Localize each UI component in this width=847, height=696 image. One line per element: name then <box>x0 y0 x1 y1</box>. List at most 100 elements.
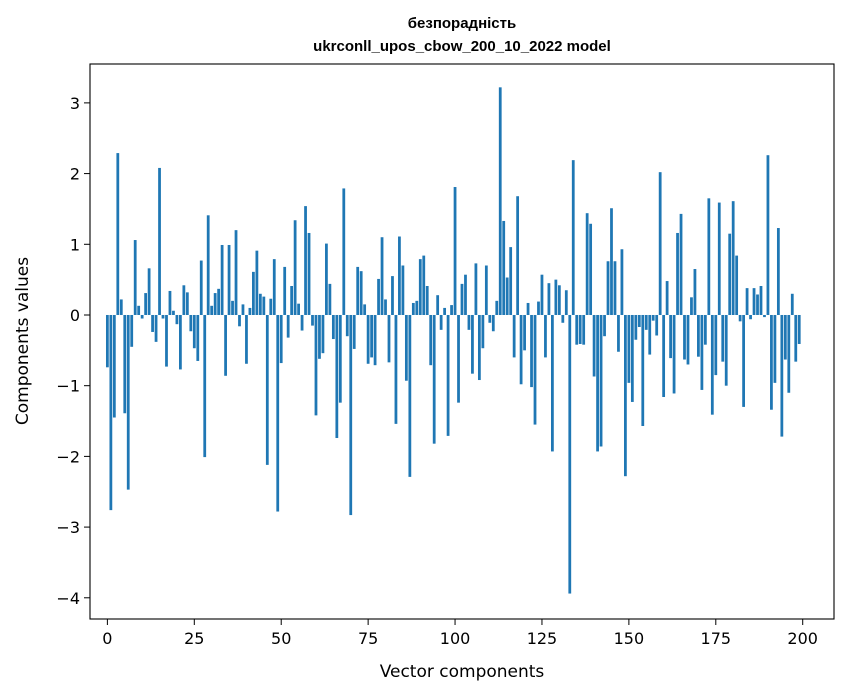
bar <box>592 314 596 377</box>
bar <box>512 314 516 358</box>
bar <box>450 305 453 315</box>
bar <box>265 314 269 465</box>
bar <box>311 314 314 326</box>
bar <box>547 283 551 315</box>
bar <box>418 259 422 315</box>
bar <box>474 263 478 315</box>
bar <box>662 314 666 397</box>
bar <box>359 271 363 315</box>
bar <box>105 314 109 368</box>
bar <box>363 304 367 315</box>
bar <box>119 299 123 315</box>
bar <box>349 314 353 516</box>
bar <box>116 153 120 315</box>
bar <box>620 249 624 315</box>
bar <box>630 314 634 402</box>
bar <box>613 261 617 315</box>
bar <box>158 167 161 315</box>
bar <box>544 314 547 358</box>
x-axis-ticks: 0 25 50 75 100 125 150 175 200 <box>102 619 818 648</box>
bar <box>523 314 526 351</box>
bar <box>707 198 711 315</box>
bar <box>780 314 784 437</box>
bar <box>676 232 679 315</box>
bar <box>686 314 690 365</box>
bar <box>606 261 610 315</box>
bar <box>464 274 467 315</box>
bar <box>477 314 481 381</box>
bar <box>561 314 565 323</box>
bar <box>262 296 266 315</box>
bar <box>144 293 148 315</box>
y-axis-label: Components values <box>13 257 33 425</box>
bar <box>429 314 433 366</box>
bar <box>126 314 130 490</box>
bar <box>258 293 262 315</box>
bar <box>617 314 620 352</box>
bar <box>575 314 579 345</box>
x-tick-label: 150 <box>614 629 645 648</box>
bar <box>603 314 606 337</box>
bar <box>505 277 509 315</box>
x-tick-label: 125 <box>527 629 558 648</box>
bar <box>599 314 603 447</box>
bar <box>220 244 224 315</box>
bar <box>717 202 721 315</box>
bar <box>227 244 231 315</box>
bar <box>318 314 321 359</box>
bar <box>161 314 165 319</box>
bar <box>387 314 391 363</box>
bar <box>304 206 307 315</box>
bar <box>624 314 627 477</box>
bar <box>112 314 116 418</box>
bar <box>133 240 137 315</box>
bar <box>175 314 179 325</box>
bar <box>356 266 360 315</box>
bar <box>335 314 339 439</box>
bar <box>154 314 158 342</box>
bar <box>714 314 718 376</box>
bar <box>783 314 787 360</box>
bar <box>693 269 697 315</box>
bar <box>471 314 474 374</box>
bar <box>728 233 732 315</box>
bar <box>338 314 342 403</box>
bar <box>557 285 561 315</box>
bar <box>634 314 638 340</box>
bar <box>300 314 304 331</box>
bar <box>123 314 127 414</box>
bar <box>495 300 499 315</box>
bar <box>655 314 659 336</box>
bar <box>342 188 346 315</box>
x-tick-label: 200 <box>787 629 818 648</box>
bar-series <box>105 87 801 594</box>
bar <box>234 230 238 315</box>
bar <box>724 314 728 386</box>
bar <box>658 172 662 315</box>
bar <box>140 314 144 319</box>
bar <box>238 314 241 327</box>
bar <box>422 255 426 315</box>
bar <box>147 268 151 315</box>
bar <box>787 314 791 393</box>
bar <box>196 314 200 361</box>
bar <box>644 314 648 330</box>
bar <box>185 292 189 315</box>
bar <box>352 314 356 349</box>
bar <box>669 314 672 359</box>
bar <box>766 155 770 315</box>
bar <box>366 314 370 364</box>
bar <box>710 314 714 415</box>
bar <box>627 314 631 383</box>
bar <box>752 288 756 315</box>
bar <box>457 314 460 403</box>
bar <box>432 314 436 444</box>
bar <box>370 314 373 358</box>
bar <box>325 243 328 315</box>
bar <box>404 314 408 381</box>
bar <box>745 288 749 315</box>
bar <box>151 314 154 332</box>
bar <box>742 314 745 407</box>
bar <box>526 302 530 315</box>
